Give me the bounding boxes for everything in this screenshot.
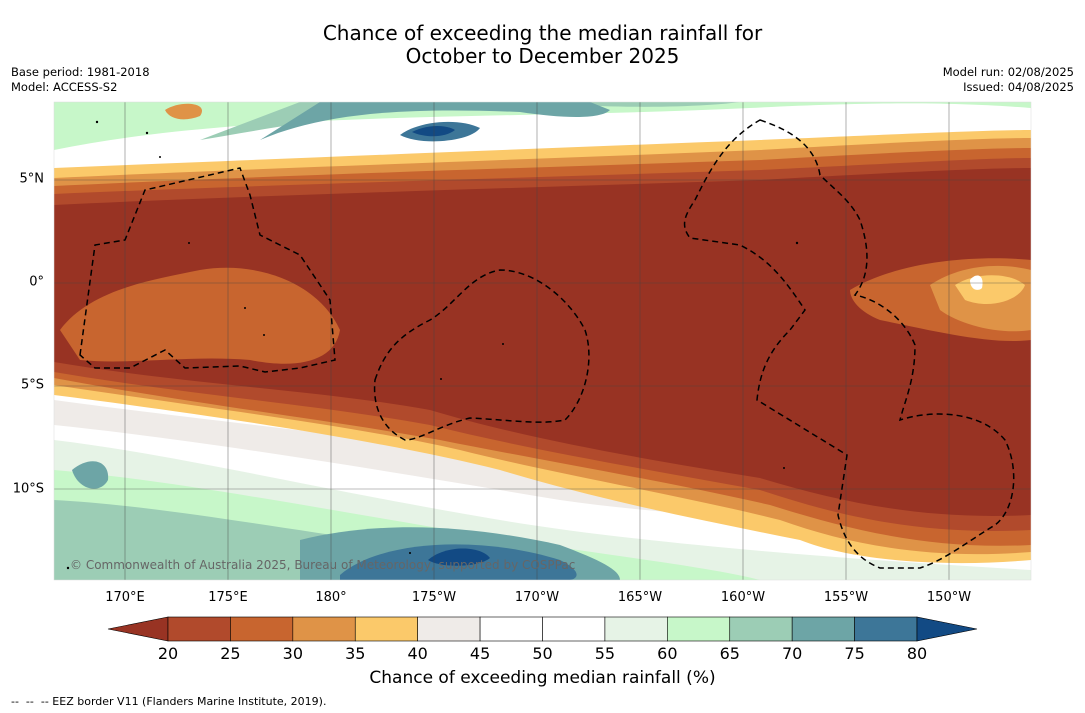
gridlines <box>54 102 1031 580</box>
colorbar-tick-label: 30 <box>282 644 304 663</box>
colorbar-segment <box>354 616 418 642</box>
islands <box>66 120 799 570</box>
colorbar-tick-label: 45 <box>469 644 491 663</box>
lon-label-160w: 160°W <box>720 590 766 605</box>
lon-label-155w: 155°W <box>823 590 869 605</box>
eez-border-line-islands <box>683 119 1015 569</box>
blob-north-orange <box>165 103 202 120</box>
colorbar-segment <box>292 616 356 642</box>
colorbar-segment <box>667 616 731 642</box>
region-west-orange <box>60 267 340 364</box>
colorbar-tick-label: 70 <box>781 644 803 663</box>
eez-border-tuvalu <box>79 167 336 373</box>
colorbar-segment <box>604 616 668 642</box>
colorbar-segment <box>479 616 543 642</box>
colorbar-segment <box>854 616 918 642</box>
lon-label-170w: 170°W <box>514 590 560 605</box>
model-run: Model run: 02/08/2025 <box>942 65 1074 79</box>
colorbar-tick-label: 55 <box>594 644 616 663</box>
colorbar-extend-high <box>916 616 978 642</box>
issued-date: Issued: 04/08/2025 <box>963 80 1074 94</box>
colorbar-segment <box>417 616 481 642</box>
eez-borders <box>79 119 1015 569</box>
colorbar-segment <box>167 616 231 642</box>
map-title-line2: October to December 2025 <box>405 44 680 68</box>
map-frame <box>53 101 1032 581</box>
colorbar-segment <box>542 616 606 642</box>
lon-label-150w: 150°W <box>926 590 972 605</box>
metadata-right: Model run: 02/08/2025 Issued: 04/08/2025 <box>943 65 1074 95</box>
colorbar-tick-label: 40 <box>407 644 428 663</box>
colorbar-extend-low <box>107 616 169 642</box>
base-period: Base period: 1981-2018 <box>11 65 150 79</box>
band-north-darkteal <box>260 102 610 140</box>
colorbar-tick-label: 65 <box>719 644 740 663</box>
lon-label-180: 180° <box>315 590 347 605</box>
lon-label-165w: 165°W <box>617 590 663 605</box>
band-darkbrown <box>54 168 1031 516</box>
colorbar-title: Chance of exceeding median rainfall (%) <box>369 668 716 688</box>
colorbar-segment <box>791 616 855 642</box>
lon-label-175w: 175°W <box>411 590 457 605</box>
eez-footnote: -- -- -- EEZ border V11 (Flanders Marine… <box>11 695 327 708</box>
lon-label-175e: 175°E <box>208 590 248 605</box>
lat-label-10s: 10°S <box>12 481 44 497</box>
colorbar-tick-label: 75 <box>844 644 865 663</box>
colorbar-segment <box>729 616 793 642</box>
colorbar-tick-label: 60 <box>657 644 678 663</box>
lat-label-equator: 0° <box>29 274 44 290</box>
map-title: Chance of exceeding the median rainfall … <box>0 22 1085 68</box>
map-title-line1: Chance of exceeding the median rainfall … <box>322 21 763 45</box>
colorbar-tick-label: 25 <box>220 644 241 663</box>
colorbar-tick-label: 50 <box>532 644 553 663</box>
blob-south-west-teal <box>72 461 109 489</box>
colorbar-segment <box>230 616 294 642</box>
colorbar-tick-label: 20 <box>157 644 179 663</box>
copyright-notice: © Commonwealth of Australia 2025, Bureau… <box>70 558 576 572</box>
blob-south-navy <box>428 548 490 566</box>
model-name: Model: ACCESS-S2 <box>11 80 118 94</box>
colorbar-tick-label: 80 <box>906 644 928 663</box>
eez-border-phoenix <box>373 269 590 441</box>
lon-label-170e: 170°E <box>105 590 145 605</box>
colorbar-tick-label: 35 <box>345 644 366 663</box>
metadata-left: Base period: 1981-2018 Model: ACCESS-S2 <box>11 65 150 95</box>
blob-north-navy <box>412 126 455 137</box>
lat-label-5s: 5°S <box>20 377 44 393</box>
lat-label-5n: 5°N <box>19 171 45 187</box>
